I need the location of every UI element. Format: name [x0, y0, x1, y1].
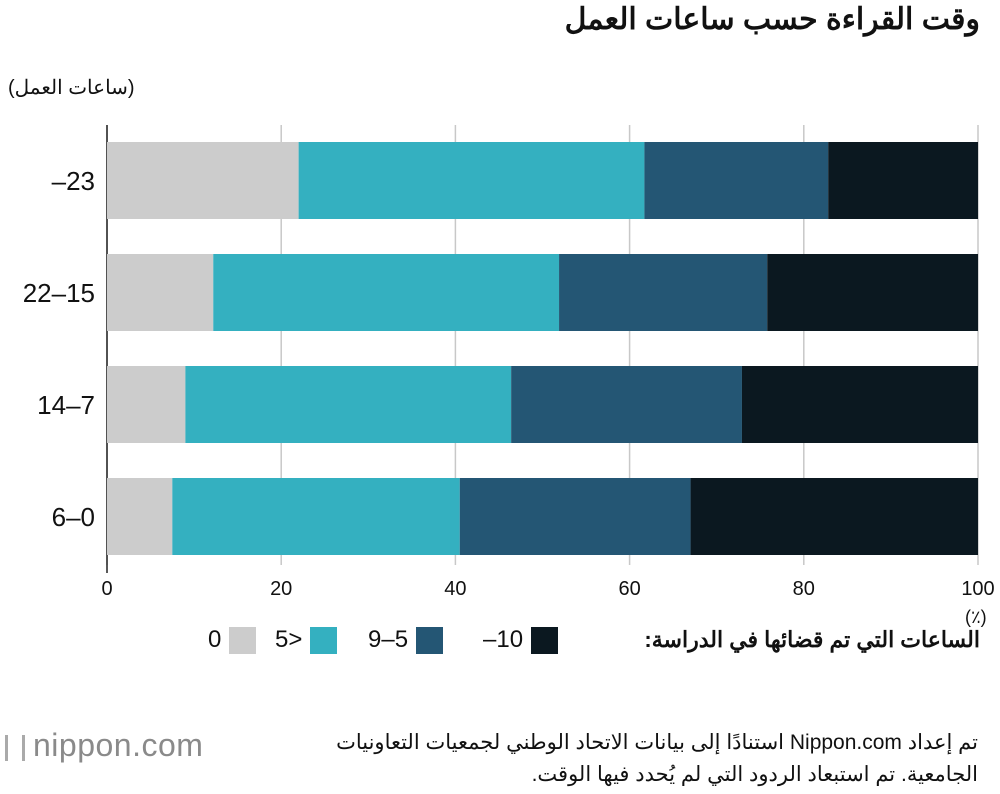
legend-item: 5> — [275, 626, 338, 654]
y-axis-title: (ساعات العمل) — [8, 77, 135, 99]
x-tick-label: 60 — [618, 578, 641, 600]
category-label: –23 — [51, 166, 95, 196]
legend-label: 5> — [275, 626, 303, 653]
logo-mark-icon — [5, 734, 25, 761]
legend-swatch — [416, 626, 444, 654]
bar-segment — [213, 254, 560, 331]
x-tick-label: 80 — [792, 578, 815, 600]
x-tick-label: 20 — [270, 578, 293, 600]
bar-segment — [172, 478, 460, 555]
source-note-line-1: تم إعداد Nippon.com استنادًا إلى بيانات … — [336, 731, 978, 754]
bar-segment — [690, 478, 978, 555]
legend-swatch — [531, 626, 559, 654]
bar-segment — [107, 142, 299, 219]
legend-item: 0 — [208, 626, 257, 654]
bar-segment — [559, 254, 768, 331]
bar-segment — [107, 366, 186, 443]
bar-segment — [298, 142, 645, 219]
bar-segment — [644, 142, 829, 219]
bar-segment — [107, 254, 214, 331]
legend-label: 9–5 — [368, 626, 409, 653]
x-tick-label: 40 — [444, 578, 467, 600]
bar-segment — [828, 142, 978, 219]
bar-segment — [511, 366, 742, 443]
legend-swatch — [310, 626, 338, 654]
x-tick-label: 0 — [101, 578, 113, 600]
category-label: 22–15 — [22, 278, 95, 308]
chart-title: وقت القراءة حسب ساعات العمل — [564, 3, 980, 36]
x-unit-label: (٪) — [965, 607, 987, 627]
source-note-line-2: الجامعية. تم استبعاد الردود التي لم يُحد… — [531, 763, 978, 786]
category-label: 14–7 — [37, 390, 95, 420]
bar-segment — [185, 366, 512, 443]
legend-label: 0 — [208, 626, 222, 653]
legend-item: 9–5 — [368, 626, 444, 654]
bar-segment — [107, 478, 173, 555]
category-label: 6–0 — [51, 502, 95, 532]
bar-segment — [741, 366, 978, 443]
bar-segment — [459, 478, 691, 555]
legend-item: –10 — [483, 626, 559, 654]
legend-title: الساعات التي تم قضائها في الدراسة: — [644, 627, 980, 652]
nippon-logo: nippon.com — [5, 727, 203, 764]
legend-swatch — [229, 626, 257, 654]
x-tick-label: 100 — [961, 578, 995, 600]
legend-label: –10 — [483, 626, 524, 653]
logo-text: nippon.com — [33, 727, 204, 763]
bar-segment — [767, 254, 978, 331]
